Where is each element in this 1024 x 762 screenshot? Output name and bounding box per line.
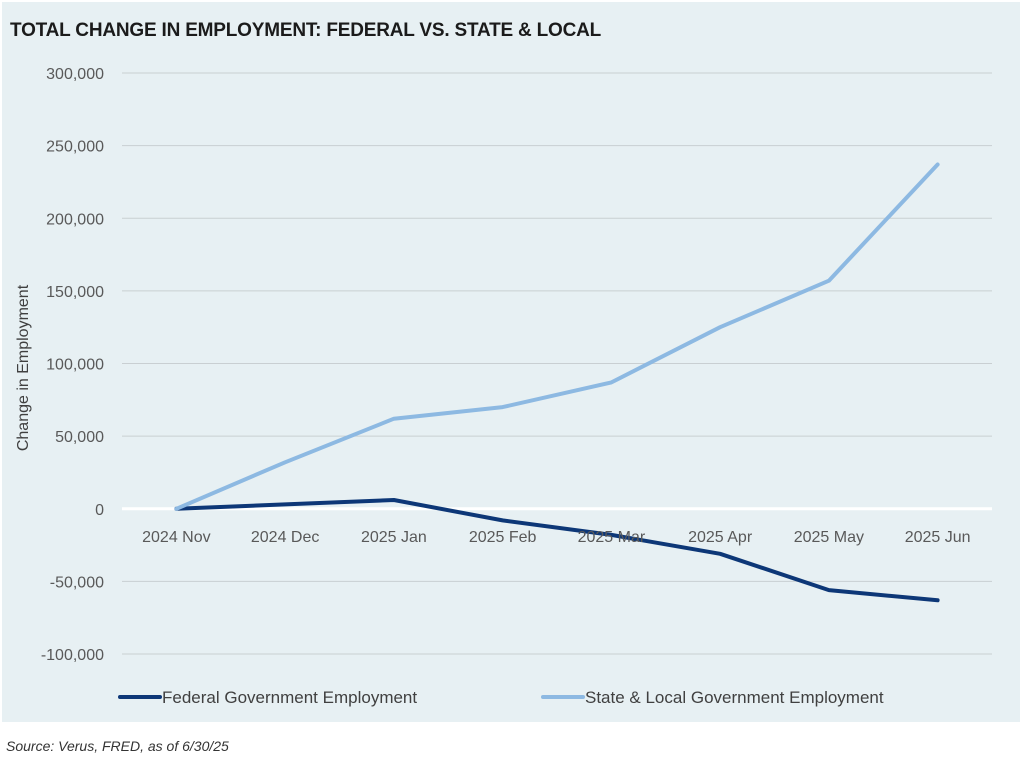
y-tick-label: 200,000 — [46, 211, 104, 228]
legend: Federal Government Employment State & Loc… — [118, 688, 884, 707]
y-tick-label: 150,000 — [46, 284, 104, 301]
series-lines — [174, 162, 940, 603]
chart-title: TOTAL CHANGE IN EMPLOYMENT: FEDERAL VS. … — [10, 20, 602, 41]
x-tick-label: 2025 Jan — [361, 529, 427, 546]
chart-panel — [2, 2, 1020, 722]
y-tick-label: 300,000 — [46, 66, 104, 83]
y-axis-label: Change in Employment — [15, 284, 32, 451]
x-tick-label: 2024 Dec — [251, 529, 320, 546]
state-local-series-line — [174, 162, 940, 511]
y-tick-label: 50,000 — [55, 429, 104, 446]
x-tick-label: 2025 Jun — [905, 529, 971, 546]
x-tick-label: 2024 Nov — [142, 529, 211, 546]
x-tick-label: 2025 Apr — [688, 529, 753, 546]
y-axis-ticks: 300,000 250,000 200,000 150,000 100,000 50,00… — [41, 66, 104, 664]
source-note: Source: Verus, FRED, as of 6/30/25 — [6, 738, 229, 754]
x-axis-ticks: 2024 Nov 2024 Dec 2025 Jan 2025 Feb 2025 Mar… — [142, 529, 970, 546]
y-tick-label: 0 — [95, 502, 104, 519]
x-tick-label: 2025 May — [794, 529, 864, 546]
x-tick-label: 2025 Mar — [578, 529, 646, 546]
legend-label: Federal Government Employment — [162, 688, 417, 707]
federal-series-line — [174, 498, 940, 603]
gridlines — [122, 72, 992, 655]
legend-label: State & Local Government Employment — [585, 688, 884, 707]
y-tick-label: -100,000 — [41, 647, 104, 664]
x-tick-label: 2025 Feb — [469, 529, 537, 546]
y-tick-label: 250,000 — [46, 139, 104, 156]
y-tick-label: -50,000 — [50, 574, 104, 591]
y-tick-label: 100,000 — [46, 357, 104, 374]
